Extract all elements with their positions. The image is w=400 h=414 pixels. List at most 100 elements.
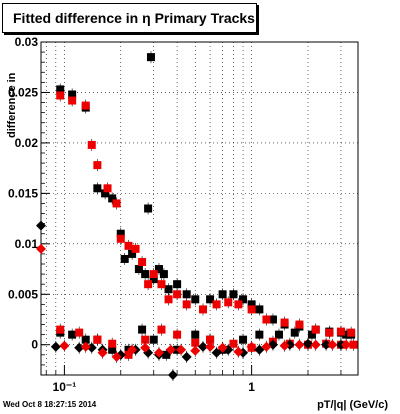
data-point-square xyxy=(173,330,182,339)
data-point-square xyxy=(182,300,191,309)
data-point-diamond xyxy=(254,344,265,355)
data-point-diamond xyxy=(140,342,151,353)
plot-frame xyxy=(40,41,359,376)
data-point-diamond xyxy=(310,339,321,350)
data-point-square xyxy=(164,285,173,294)
data-point-square xyxy=(93,335,102,344)
data-point-square xyxy=(68,90,77,99)
data-point-square xyxy=(108,339,117,348)
data-point-square xyxy=(138,257,147,266)
data-point-square xyxy=(280,318,289,327)
data-point-square xyxy=(191,295,200,304)
data-point-diamond xyxy=(233,346,244,357)
data-point-diamond xyxy=(302,338,313,349)
data-point-square xyxy=(199,305,208,314)
data-point-square xyxy=(247,305,256,314)
data-point-square xyxy=(290,328,299,337)
data-point-square xyxy=(262,315,271,324)
data-point-square xyxy=(239,335,248,344)
data-point-square xyxy=(206,335,215,344)
chart-title-text: Fitted difference in η Primary Tracks xyxy=(13,10,255,26)
data-point-square xyxy=(234,300,243,309)
data-point-square xyxy=(134,265,143,274)
y-tick-label: 0.02 xyxy=(15,136,39,150)
x-tick-label: 1 xyxy=(248,380,255,394)
y-tick-label: 0.03 xyxy=(15,35,39,49)
chart-title: Fitted difference in η Primary Tracks xyxy=(2,3,257,33)
data-point-square xyxy=(68,96,77,105)
data-point-square xyxy=(56,325,65,334)
data-point-square xyxy=(307,330,316,339)
data-point-diamond xyxy=(36,220,46,231)
data-point-diamond xyxy=(321,339,332,350)
data-point-diamond xyxy=(127,344,138,355)
data-point-square xyxy=(112,199,121,208)
data-point-square xyxy=(182,290,191,299)
data-point-square xyxy=(342,330,351,339)
data-point-square xyxy=(149,270,158,279)
data-point-square xyxy=(325,328,334,337)
data-point-square xyxy=(149,335,158,344)
data-point-diamond xyxy=(341,339,352,350)
data-point-diamond xyxy=(59,340,70,351)
y-tick-label: 0.025 xyxy=(8,85,38,99)
data-point-square xyxy=(268,315,277,324)
data-point-square xyxy=(75,328,84,337)
data-point-square xyxy=(56,91,65,100)
data-point-square xyxy=(146,53,155,62)
data-point-diamond xyxy=(211,347,222,358)
data-point-square xyxy=(144,280,153,289)
y-tick-label: 0.005 xyxy=(8,287,38,301)
data-point-diamond xyxy=(261,341,272,352)
data-point-diamond xyxy=(335,339,346,350)
data-point-square xyxy=(131,244,140,253)
data-point-square xyxy=(347,328,356,337)
data-point-diamond xyxy=(111,351,122,362)
data-point-square xyxy=(218,290,227,299)
data-point-diamond xyxy=(176,344,187,355)
data-point-square xyxy=(56,85,65,94)
data-point-diamond xyxy=(294,339,305,350)
data-point-diamond xyxy=(97,347,108,358)
data-point-square xyxy=(108,194,117,203)
data-point-square xyxy=(120,254,129,263)
data-point-diamond xyxy=(74,342,85,353)
timestamp: Wed Oct 8 18:27:15 2014 xyxy=(3,400,97,409)
data-point-square xyxy=(101,189,110,198)
y-tick-label: 0 xyxy=(31,338,38,352)
data-point-square xyxy=(255,330,264,339)
data-point-square xyxy=(116,234,125,243)
data-point-square xyxy=(108,345,117,354)
data-point-diamond xyxy=(279,340,290,351)
y-axis-label: difference in xyxy=(6,72,18,138)
data-point-diamond xyxy=(190,345,201,356)
data-point-square xyxy=(141,335,150,344)
data-point-diamond xyxy=(50,341,61,352)
data-point-diamond xyxy=(205,341,216,352)
data-point-square xyxy=(159,270,168,279)
y-tick-label: 0.01 xyxy=(15,237,39,251)
data-point-square xyxy=(138,325,147,334)
data-point-square xyxy=(336,327,345,336)
data-point-square xyxy=(154,265,163,274)
data-point-diamond xyxy=(246,341,257,352)
data-point-square xyxy=(157,325,166,334)
data-point-square xyxy=(144,204,153,213)
data-point-square xyxy=(239,295,248,304)
data-point-square xyxy=(295,320,304,329)
data-point-square xyxy=(212,300,221,309)
data-point-square xyxy=(255,305,264,314)
data-point-square xyxy=(124,350,133,359)
x-tick-label: 10⁻¹ xyxy=(53,380,77,394)
data-point-square xyxy=(206,295,215,304)
data-point-diamond xyxy=(36,243,46,254)
data-point-square xyxy=(162,350,171,359)
data-point-square xyxy=(191,330,200,339)
y-tick-label: 0.015 xyxy=(8,186,38,200)
data-point-square xyxy=(173,280,182,289)
data-point-square xyxy=(93,184,102,193)
data-point-square xyxy=(103,184,112,193)
data-point-square xyxy=(81,335,90,344)
data-point-square xyxy=(128,249,137,258)
